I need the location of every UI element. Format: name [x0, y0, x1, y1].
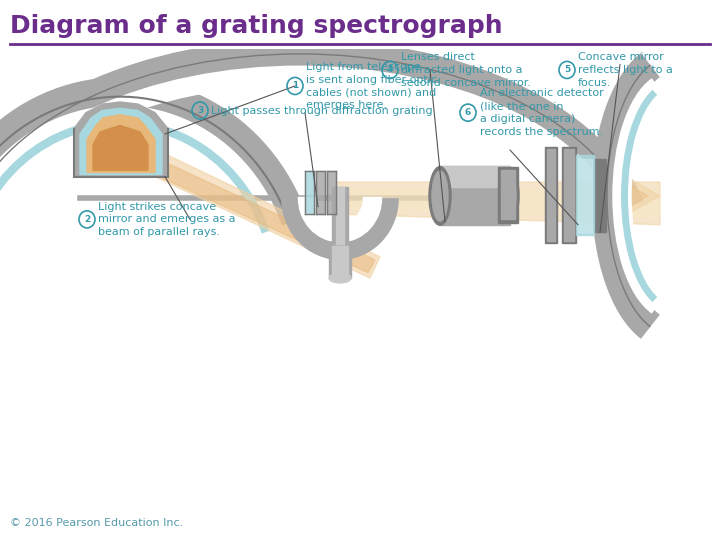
- Polygon shape: [327, 171, 336, 214]
- Polygon shape: [335, 182, 660, 225]
- Text: 4: 4: [387, 65, 393, 75]
- Text: 1: 1: [292, 82, 298, 91]
- Polygon shape: [87, 115, 155, 172]
- Polygon shape: [600, 169, 648, 221]
- Text: Light from telescope
is sent along fiber-optic
cables (not shown) and
emerges he: Light from telescope is sent along fiber…: [306, 62, 437, 110]
- Text: © 2016 Pearson Education Inc.: © 2016 Pearson Education Inc.: [10, 518, 184, 528]
- Polygon shape: [594, 159, 660, 232]
- FancyBboxPatch shape: [329, 246, 351, 278]
- FancyBboxPatch shape: [440, 166, 510, 225]
- FancyBboxPatch shape: [594, 159, 606, 232]
- Text: Concave mirror
reflects light to a
focus.: Concave mirror reflects light to a focus…: [578, 52, 673, 87]
- Text: 2: 2: [84, 215, 90, 224]
- Ellipse shape: [504, 173, 516, 219]
- Polygon shape: [316, 171, 325, 214]
- Polygon shape: [148, 161, 375, 273]
- FancyBboxPatch shape: [578, 159, 592, 232]
- FancyBboxPatch shape: [562, 147, 576, 243]
- Polygon shape: [305, 171, 314, 214]
- FancyBboxPatch shape: [576, 156, 594, 235]
- FancyBboxPatch shape: [440, 166, 510, 187]
- FancyBboxPatch shape: [547, 149, 555, 241]
- Text: 3: 3: [197, 106, 203, 115]
- Text: 6: 6: [465, 108, 471, 117]
- Text: Light strikes concave
mirror and emerges as a
beam of parallel rays.: Light strikes concave mirror and emerges…: [98, 201, 235, 237]
- Polygon shape: [74, 102, 168, 177]
- FancyBboxPatch shape: [498, 167, 518, 222]
- FancyBboxPatch shape: [501, 170, 515, 219]
- FancyBboxPatch shape: [545, 147, 557, 243]
- Ellipse shape: [429, 166, 451, 225]
- Text: Light passes through diffraction grating.: Light passes through diffraction grating…: [211, 105, 436, 116]
- Polygon shape: [155, 156, 380, 278]
- Ellipse shape: [432, 171, 448, 221]
- Polygon shape: [80, 109, 162, 174]
- FancyBboxPatch shape: [332, 187, 348, 252]
- FancyBboxPatch shape: [336, 187, 344, 252]
- Ellipse shape: [329, 246, 351, 256]
- Polygon shape: [93, 125, 148, 170]
- Text: Lenses direct
diffracted light onto a
second concave mirror.: Lenses direct diffracted light onto a se…: [401, 52, 531, 87]
- Ellipse shape: [501, 169, 519, 222]
- Text: An electronic detector
(like the one in
a digital camera)
records the spectrum.: An electronic detector (like the one in …: [480, 89, 604, 137]
- FancyBboxPatch shape: [564, 149, 574, 241]
- Text: Diagram of a grating spectrograph: Diagram of a grating spectrograph: [10, 14, 503, 37]
- Text: 5: 5: [564, 65, 570, 75]
- Polygon shape: [335, 190, 660, 217]
- FancyBboxPatch shape: [332, 246, 348, 278]
- Ellipse shape: [329, 273, 351, 283]
